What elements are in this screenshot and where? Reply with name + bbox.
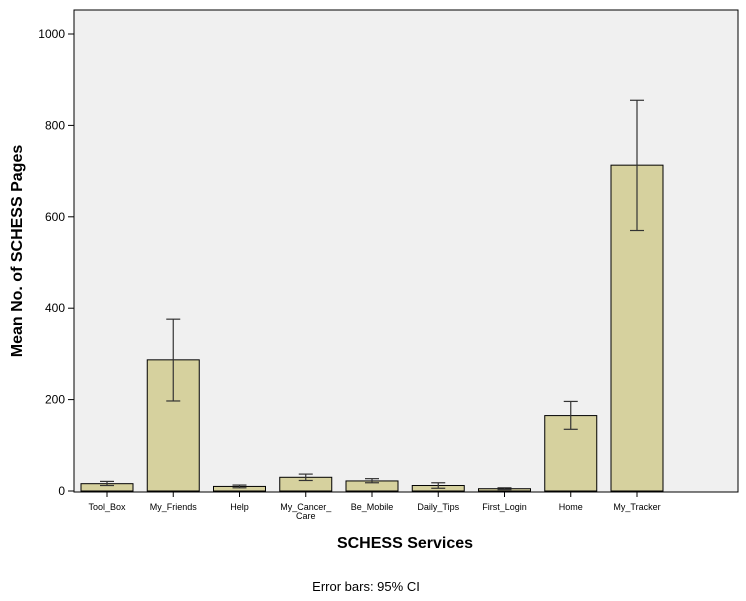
x-axis: Tool_Box My_Friends Help My_Cancer_Care Be_M… <box>88 492 661 521</box>
y-tick-label: 600 <box>45 210 65 224</box>
x-tick-label: Daily_Tips <box>417 502 459 512</box>
error-bars-group <box>100 99 644 491</box>
y-tick-label: 200 <box>45 393 65 407</box>
y-tick-label: 400 <box>45 301 65 315</box>
y-axis-title: Mean No. of SCHESS Pages <box>9 145 26 358</box>
y-tick-label: 0 <box>58 484 65 498</box>
x-tick-label: Be_Mobile <box>351 502 394 512</box>
x-tick-label: Care <box>296 511 316 521</box>
y-tick-label: 1000 <box>38 27 65 41</box>
x-tick-label: My_Cancer_ <box>280 502 332 512</box>
x-axis-title: SCHESS Services <box>337 535 473 552</box>
error-bars-note: Error bars: 95% CI <box>312 579 420 594</box>
x-tick-label: My_Friends <box>150 502 198 512</box>
x-tick-label: Tool_Box <box>88 502 126 512</box>
y-axis: 0 200 400 600 800 1000 <box>38 27 74 498</box>
x-tick-label: My_Tracker <box>613 502 660 512</box>
y-tick-label: 800 <box>45 118 65 132</box>
x-tick-label: Help <box>230 502 249 512</box>
x-tick-label: First_Login <box>482 502 527 512</box>
x-tick-label: Home <box>559 502 583 512</box>
